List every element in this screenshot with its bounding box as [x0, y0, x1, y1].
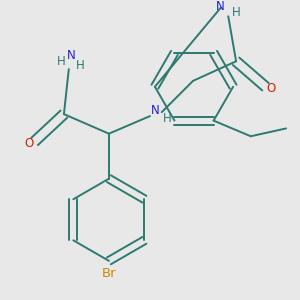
- Text: O: O: [267, 82, 276, 95]
- Text: H: H: [76, 59, 85, 72]
- Text: N: N: [66, 49, 75, 62]
- Text: H: H: [163, 112, 172, 124]
- Text: N: N: [216, 0, 225, 13]
- Text: H: H: [57, 55, 65, 68]
- Text: Br: Br: [102, 267, 116, 280]
- Text: O: O: [24, 137, 33, 150]
- Text: N: N: [151, 104, 159, 117]
- Text: H: H: [232, 6, 241, 19]
